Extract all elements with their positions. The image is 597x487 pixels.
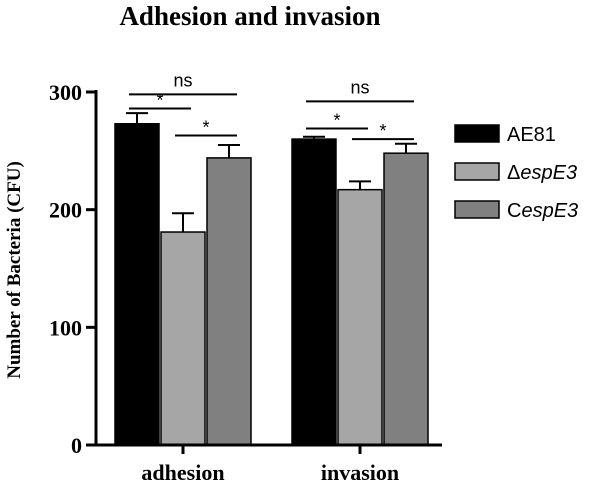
bar [337, 188, 383, 446]
y-tick-label: 300 [49, 80, 82, 105]
legend-label: CespE3 [507, 200, 578, 222]
significance-label: * [202, 118, 209, 138]
significance-label: ns [350, 77, 369, 97]
bar [160, 231, 206, 446]
legend: AE81 ΔespE3 CespE3 [454, 124, 578, 222]
significance-label: * [379, 121, 386, 141]
plot-area: 0 100 200 300 adhesion invasion ns * * ns * * [49, 70, 442, 485]
significance-label: ns [173, 70, 192, 90]
bar [114, 123, 160, 446]
significance-label: * [156, 90, 163, 110]
legend-swatch [454, 124, 500, 143]
legend-swatch [454, 200, 500, 219]
legend-label: ΔespE3 [507, 162, 577, 184]
legend-label: AE81 [507, 124, 556, 146]
chart-title: Adhesion and invasion [119, 1, 380, 31]
significance-label: * [333, 110, 340, 130]
y-axis-label: Number of Bacteria (CFU) [4, 161, 25, 379]
bar [383, 152, 429, 446]
legend-swatch [454, 162, 500, 181]
y-tick-label: 100 [49, 315, 82, 340]
y-tick-label: 200 [49, 198, 82, 223]
bar [291, 138, 337, 446]
bar [206, 157, 252, 446]
y-tick-label: 0 [71, 433, 82, 458]
x-category-label: invasion [321, 460, 399, 485]
x-category-label: adhesion [141, 460, 224, 485]
